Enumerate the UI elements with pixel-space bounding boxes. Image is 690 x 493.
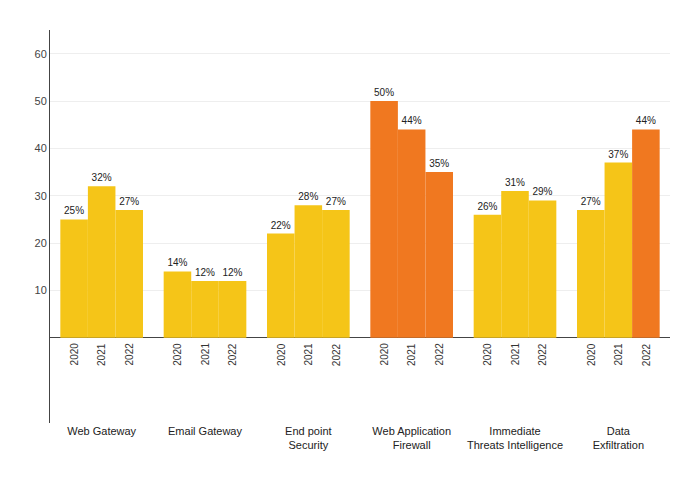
svg-text:Email Gateway: Email Gateway [168, 425, 242, 437]
svg-text:22%: 22% [271, 220, 291, 231]
svg-text:27%: 27% [326, 196, 346, 207]
svg-text:20: 20 [35, 237, 47, 249]
svg-text:2020: 2020 [379, 343, 390, 366]
svg-text:50%: 50% [374, 87, 394, 98]
svg-text:28%: 28% [298, 191, 318, 202]
svg-text:2021: 2021 [510, 343, 521, 366]
svg-text:ImmediateThreats Intelligence: ImmediateThreats Intelligence [467, 425, 563, 451]
svg-text:2020: 2020 [172, 343, 183, 366]
svg-text:2021: 2021 [406, 343, 417, 366]
svg-text:25%: 25% [64, 205, 84, 216]
svg-text:2021: 2021 [303, 343, 314, 366]
svg-text:27%: 27% [581, 196, 601, 207]
svg-text:DataExfiltration: DataExfiltration [593, 425, 644, 451]
svg-text:31%: 31% [505, 177, 525, 188]
svg-text:35%: 35% [429, 158, 449, 169]
svg-text:32%: 32% [92, 172, 112, 183]
svg-text:End pointSecurity: End pointSecurity [285, 425, 331, 451]
svg-text:2022: 2022 [227, 343, 238, 366]
svg-text:Web ApplicationFirewall: Web ApplicationFirewall [372, 425, 451, 451]
svg-text:60: 60 [35, 48, 47, 60]
svg-text:29%: 29% [532, 186, 552, 197]
svg-text:14%: 14% [167, 257, 187, 268]
svg-text:44%: 44% [636, 115, 656, 126]
svg-text:2021: 2021 [96, 343, 107, 366]
svg-text:2022: 2022 [434, 343, 445, 366]
svg-text:2020: 2020 [482, 343, 493, 366]
svg-text:2022: 2022 [124, 343, 135, 366]
svg-text:27%: 27% [119, 196, 139, 207]
svg-text:2022: 2022 [641, 343, 652, 366]
svg-text:2022: 2022 [331, 343, 342, 366]
svg-text:12%: 12% [222, 267, 242, 278]
svg-text:2022: 2022 [537, 343, 548, 366]
svg-text:2021: 2021 [613, 343, 624, 366]
svg-text:37%: 37% [608, 149, 628, 160]
svg-text:10: 10 [35, 284, 47, 296]
svg-text:44%: 44% [402, 115, 422, 126]
svg-text:50: 50 [35, 95, 47, 107]
svg-text:2020: 2020 [276, 343, 287, 366]
svg-text:2020: 2020 [69, 343, 80, 366]
svg-text:2021: 2021 [200, 343, 211, 366]
svg-text:12%: 12% [195, 267, 215, 278]
svg-text:26%: 26% [477, 201, 497, 212]
svg-text:2020: 2020 [586, 343, 597, 366]
svg-text:30: 30 [35, 190, 47, 202]
svg-text:Web Gateway: Web Gateway [67, 425, 136, 437]
svg-text:40: 40 [35, 142, 47, 154]
